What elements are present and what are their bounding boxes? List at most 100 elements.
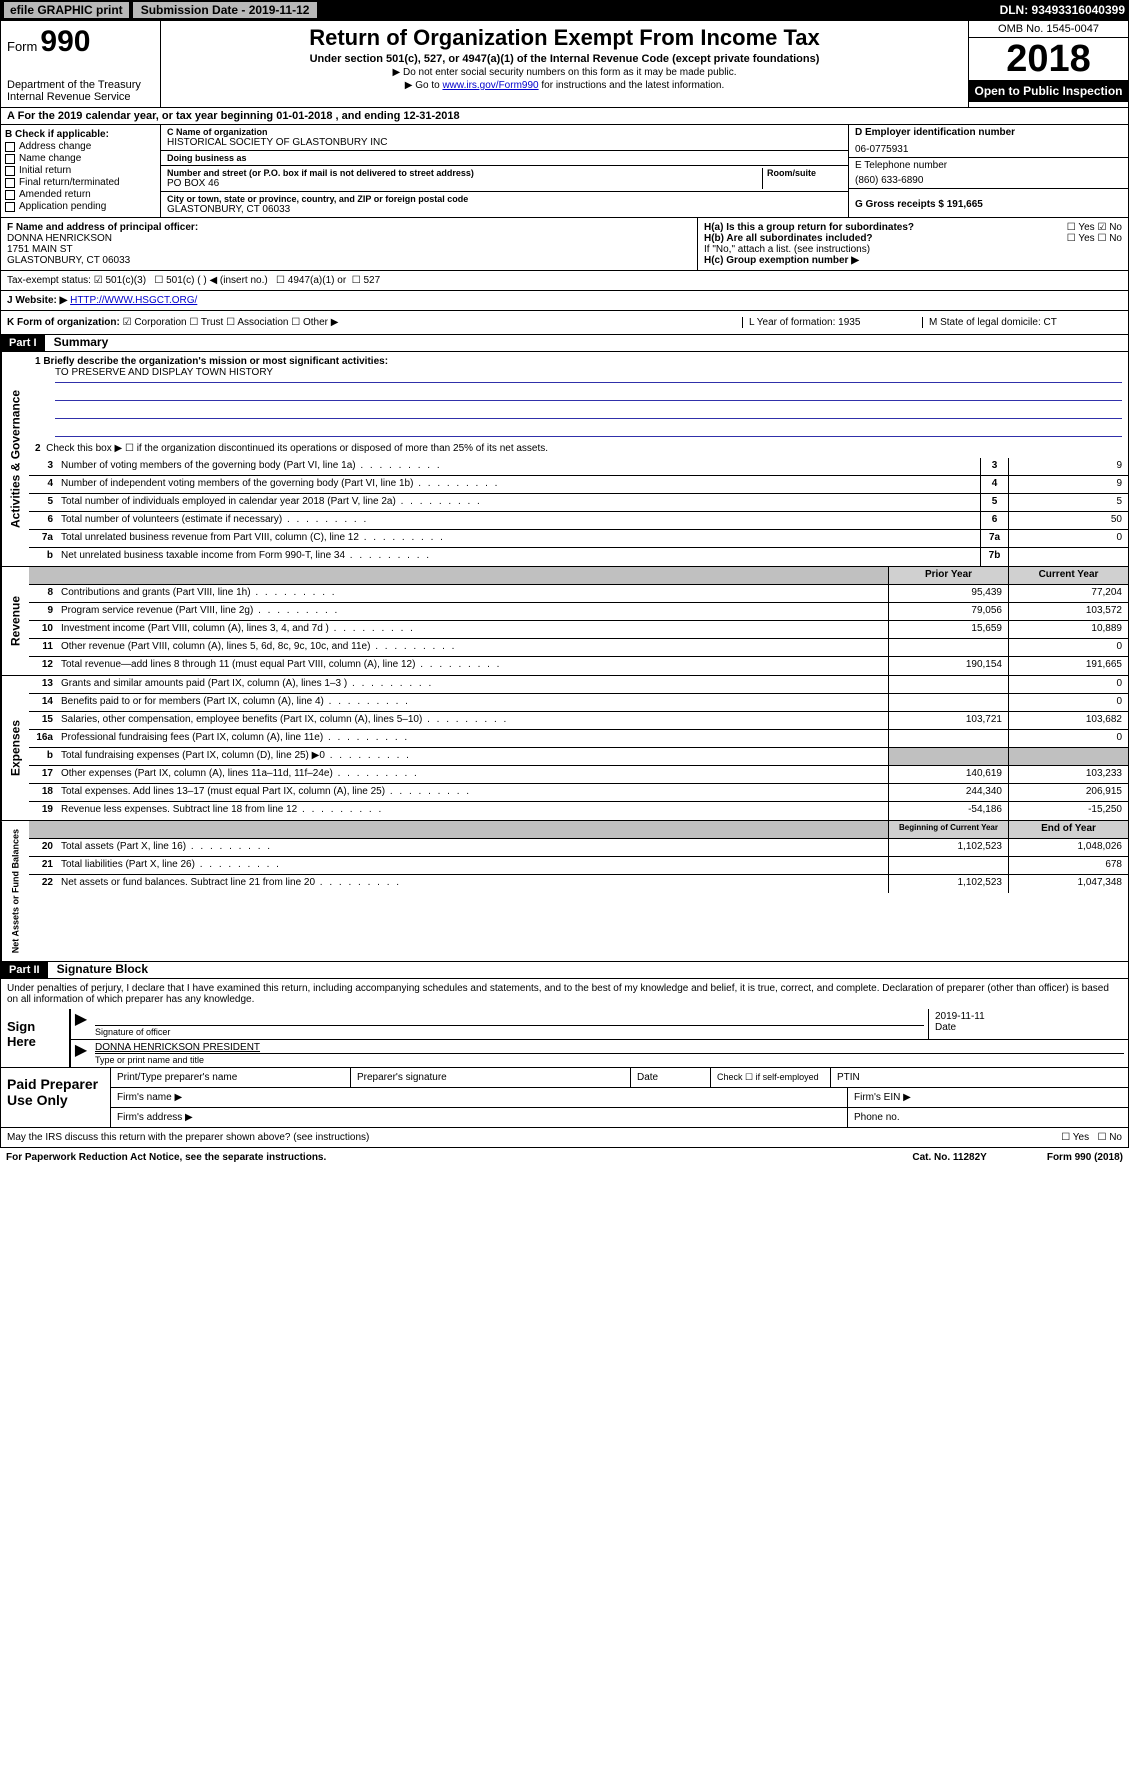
hb-label: H(b) Are all subordinates included? [704,233,873,244]
website-link[interactable]: HTTP://WWW.HSGCT.ORG/ [70,295,197,306]
note2-pre: ▶ Go to [405,80,443,91]
yes-label: Yes [1078,222,1094,233]
checkbox-icon[interactable] [5,190,15,200]
no: No [1109,1132,1122,1143]
state-domicile: M State of legal domicile: CT [922,317,1122,328]
checkbox-icon[interactable] [5,154,15,164]
table-row: 13Grants and similar amounts paid (Part … [29,676,1128,694]
checkbox-icon[interactable] [5,178,15,188]
firm-name-label: Firm's name ▶ [111,1088,848,1107]
form-label: Form [7,39,37,54]
declaration-text: Under penalties of perjury, I declare th… [1,979,1128,1009]
checkbox-icon[interactable] [5,142,15,152]
footer: For Paperwork Reduction Act Notice, see … [0,1148,1129,1167]
room-label: Room/suite [767,168,842,178]
note-ssn: ▶ Do not enter social security numbers o… [169,67,960,78]
name-label: C Name of organization [167,127,842,137]
table-row: 4Number of independent voting members of… [29,476,1128,494]
mission-text: TO PRESERVE AND DISPLAY TOWN HISTORY [55,367,1122,383]
form-subtitle: Under section 501(c), 527, or 4947(a)(1)… [169,53,960,65]
top-bar: efile GRAPHIC print Submission Date - 20… [0,0,1129,20]
governance-side-label: Activities & Governance [1,352,29,566]
irs-label: Internal Revenue Service [7,91,154,103]
sig-officer-label: Signature of officer [95,1025,924,1037]
k-assoc: Association [237,317,288,328]
part1-header: Part I Summary [0,335,1129,352]
checkbox-icon[interactable] [5,202,15,212]
expenses-section: Expenses 13Grants and similar amounts pa… [0,676,1129,821]
form-header: Form 990 Department of the Treasury Inte… [0,20,1129,108]
netassets-side-label: Net Assets or Fund Balances [1,821,29,961]
part2-badge: Part II [1,962,48,978]
street-addr: PO BOX 46 [167,178,762,189]
mission-line [55,385,1122,401]
hb-row: H(b) Are all subordinates included? ☐ Ye… [704,233,1122,244]
section-f-h: F Name and address of principal officer:… [0,218,1129,271]
hb-note: If "No," attach a list. (see instruction… [704,244,1122,255]
efile-badge[interactable]: efile GRAPHIC print [4,2,129,18]
501c3: 501(c)(3) [105,275,146,286]
table-row: 8Contributions and grants (Part VIII, li… [29,585,1128,603]
form-number: 990 [40,25,90,58]
current-year-header: Current Year [1008,567,1128,584]
mission-block: 1 Briefly describe the organization's mi… [29,352,1128,458]
table-row: 7aTotal unrelated business revenue from … [29,530,1128,548]
opt-pending: Application pending [19,201,106,212]
expenses-side-label: Expenses [1,676,29,820]
website-row: J Website: ▶ HTTP://WWW.HSGCT.ORG/ [0,291,1129,311]
instructions-link[interactable]: www.irs.gov/Form990 [442,80,538,91]
tax-status-row: Tax-exempt status: ☑ 501(c)(3) ☐ 501(c) … [0,271,1129,291]
line2-text: Check this box ▶ ☐ if the organization d… [46,443,548,454]
dept-label: Department of the Treasury [7,79,154,91]
527: 527 [363,275,380,286]
table-row: 12Total revenue—add lines 8 through 11 (… [29,657,1128,675]
table-row: 15Salaries, other compensation, employee… [29,712,1128,730]
discuss-text: May the IRS discuss this return with the… [7,1132,369,1143]
inspection-badge: Open to Public Inspection [969,80,1128,102]
sig-date: 2019-11-11 [935,1011,1122,1022]
table-row: 10Investment income (Part VIII, column (… [29,621,1128,639]
k-trust: Trust [201,317,223,328]
ha-label: H(a) Is this a group return for subordin… [704,222,914,233]
yes-label: Yes [1078,233,1094,244]
sig-date-label: Date [935,1022,1122,1033]
k-corp: Corporation [134,317,186,328]
4947: 4947(a)(1) or [288,275,346,286]
prep-sig-label: Preparer's signature [351,1068,631,1087]
ein-label: D Employer identification number [855,127,1122,138]
officer-name: DONNA HENRICKSON [7,233,691,244]
no-label: No [1109,233,1122,244]
table-row: 6Total number of volunteers (estimate if… [29,512,1128,530]
no-label: No [1109,222,1122,233]
phone-label: E Telephone number [855,160,1122,171]
table-row: 21Total liabilities (Part X, line 26)678 [29,857,1128,875]
ha-row: H(a) Is this a group return for subordin… [704,222,1122,233]
discuss-row: May the IRS discuss this return with the… [0,1128,1129,1148]
checkbox-icon[interactable] [5,166,15,176]
revenue-section: Revenue Prior Year Current Year 8Contrib… [0,567,1129,676]
paperwork-notice: For Paperwork Reduction Act Notice, see … [6,1152,326,1163]
tax-status-label: Tax-exempt status: [7,275,91,286]
end-year-header: End of Year [1008,821,1128,838]
note-link: ▶ Go to www.irs.gov/Form990 for instruct… [169,80,960,91]
section-b-title: B Check if applicable: [5,129,156,140]
table-row: 19Revenue less expenses. Subtract line 1… [29,802,1128,820]
submission-date: Submission Date - 2019-11-12 [133,2,318,18]
section-d: D Employer identification number 06-0775… [848,125,1128,217]
section-b: B Check if applicable: Address change Na… [1,125,161,217]
revenue-side-label: Revenue [1,567,29,675]
sign-here-label: Sign Here [1,1009,71,1067]
city-state-zip: GLASTONBURY, CT 06033 [167,204,842,215]
dba-label: Doing business as [167,153,842,163]
ein-value: 06-0775931 [855,144,1122,155]
hc-label: H(c) Group exemption number ▶ [704,255,1122,266]
table-row: 9Program service revenue (Part VIII, lin… [29,603,1128,621]
period-row: A For the 2019 calendar year, or tax yea… [0,108,1129,125]
sig-name: DONNA HENRICKSON PRESIDENT [95,1042,1124,1053]
section-c: C Name of organization HISTORICAL SOCIET… [161,125,848,217]
website-label: J Website: ▶ [7,295,67,306]
city-label: City or town, state or province, country… [167,194,842,204]
period-text: For the 2019 calendar year, or tax year … [18,110,460,122]
header-row: Beginning of Current Year End of Year [29,821,1128,839]
table-row: 5Total number of individuals employed in… [29,494,1128,512]
